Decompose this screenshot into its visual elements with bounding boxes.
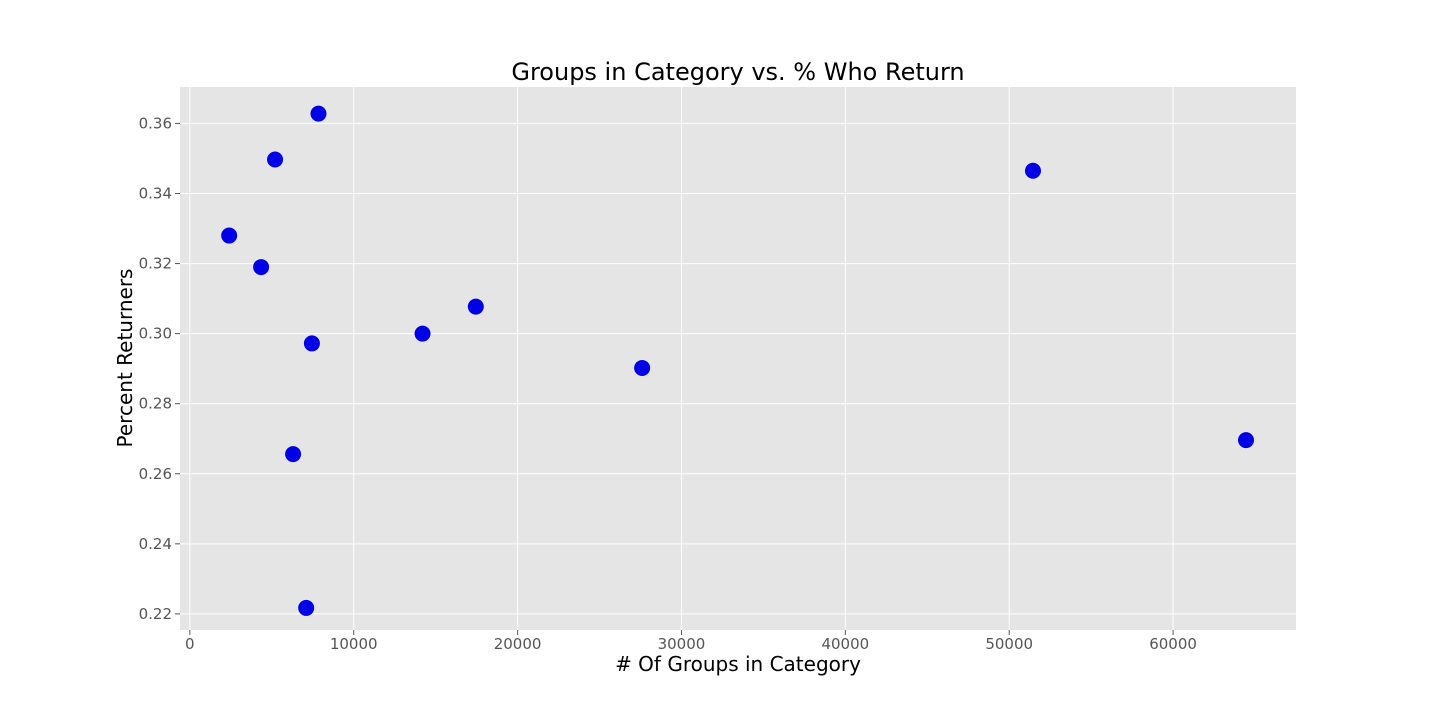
x-tick-label: 10000 [330,635,378,653]
plot-area [180,87,1296,630]
y-tick-label: 0.36 [139,114,172,132]
y-tick-label: 0.34 [139,184,172,202]
x-axis-label: # Of Groups in Category [615,652,861,676]
y-axis-label: Percent Returners [113,269,137,448]
chart-title: Groups in Category vs. % Who Return [511,58,964,86]
data-point [303,335,320,352]
data-point [221,227,238,244]
data-point [467,298,484,315]
data-point [253,259,270,276]
y-tick-label: 0.32 [139,255,172,273]
y-tick-label: 0.28 [139,395,172,413]
x-tick-label: 60000 [1149,635,1197,653]
x-tick-label: 40000 [821,635,869,653]
y-tick-label: 0.30 [139,325,172,343]
data-point [634,359,651,376]
data-point [1024,162,1041,179]
x-tick-label: 30000 [658,635,706,653]
x-tick-label: 0 [185,635,195,653]
x-tick-label: 50000 [985,635,1033,653]
y-tick-label: 0.26 [139,465,172,483]
y-tick-label: 0.24 [139,535,172,553]
data-point [285,446,302,463]
data-point [310,105,327,122]
x-tick-label: 20000 [494,635,542,653]
data-point [298,599,315,616]
data-point [267,151,284,168]
data-points [221,105,1255,616]
data-point [1238,432,1255,449]
axis-ticks: 0 10000 20000 30000 40000 50000 60000 0.22 0.24 0… [139,114,1197,653]
y-tick-label: 0.22 [139,605,172,623]
data-point [414,325,431,342]
grid [180,87,1296,630]
